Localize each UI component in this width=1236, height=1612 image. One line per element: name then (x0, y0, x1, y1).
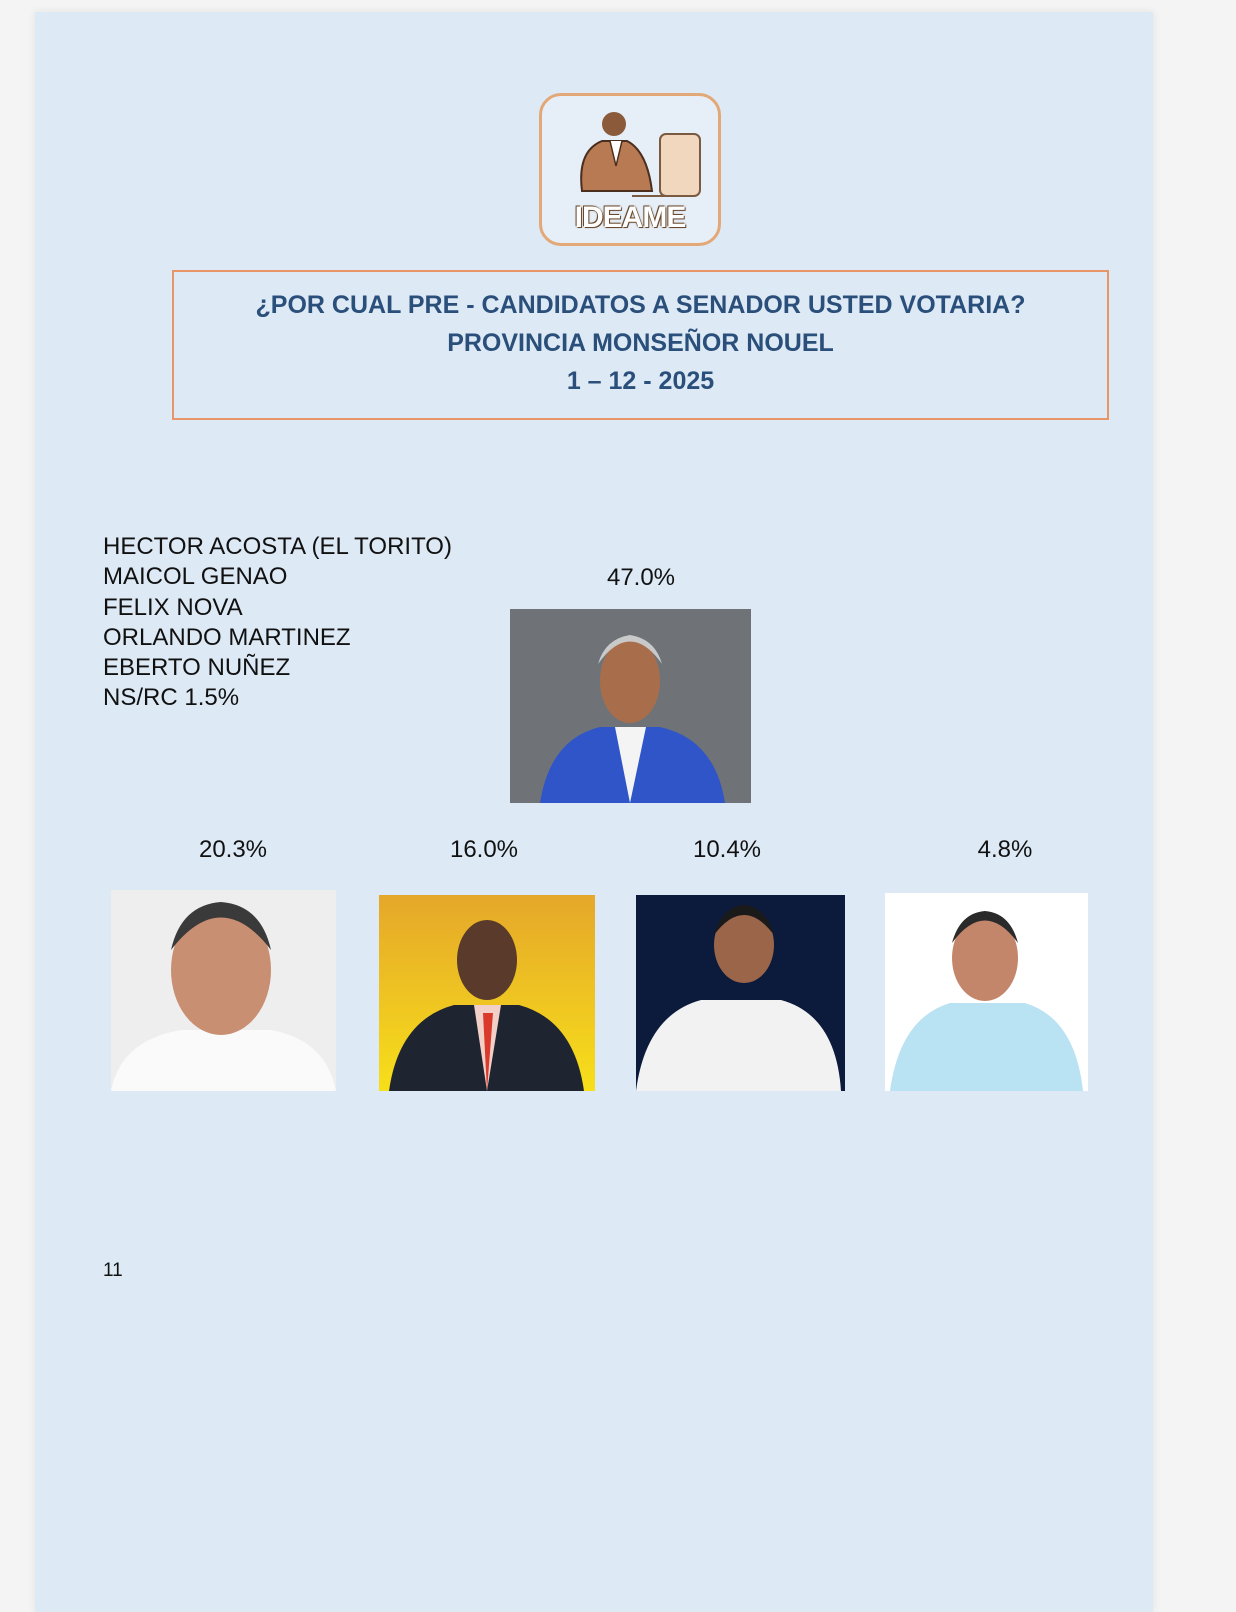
legend-item: HECTOR ACOSTA (EL TORITO) (103, 533, 452, 560)
legend-item: MAICOL GENAO (103, 563, 288, 591)
percent-label-1: 47.0% (606, 564, 676, 591)
document-page: IDEAME ¿POR CUAL PRE - CANDIDATOS A SENA… (35, 12, 1153, 1612)
question-title: ¿POR CUAL PRE - CANDIDATOS A SENADOR UST… (255, 291, 1026, 319)
date-title: 1 – 12 - 2025 (566, 367, 715, 395)
percent-label-5: 4.8% (977, 836, 1033, 863)
candidate-legend: HECTOR ACOSTA (EL TORITO) MAICOL GENAO F… (103, 532, 452, 714)
candidate-photo-1 (510, 609, 751, 803)
candidate-photo-2 (111, 890, 336, 1091)
person-at-computer-icon (580, 112, 701, 197)
province-title: PROVINCIA MONSEÑOR NOUEL (447, 329, 834, 357)
candidate-photo-3 (379, 895, 595, 1091)
candidate-photo-5 (885, 893, 1088, 1091)
percent-label-3: 16.0% (449, 836, 519, 863)
logo-text: IDEAME (574, 201, 687, 234)
page-number: 11 (103, 1260, 123, 1281)
legend-item: ORLANDO MARTINEZ (103, 623, 351, 651)
candidate-photo-4 (636, 895, 845, 1091)
percent-label-2: 20.3% (198, 836, 268, 863)
legend-item: NS/RC 1.5% (103, 684, 240, 712)
percent-label-4: 10.4% (692, 836, 762, 863)
legend-item: EBERTO NUÑEZ (103, 654, 291, 682)
legend-item: FELIX NOVA (103, 593, 243, 621)
title-box: ¿POR CUAL PRE - CANDIDATOS A SENADOR UST… (172, 270, 1109, 420)
ideame-logo: IDEAME (539, 93, 721, 246)
